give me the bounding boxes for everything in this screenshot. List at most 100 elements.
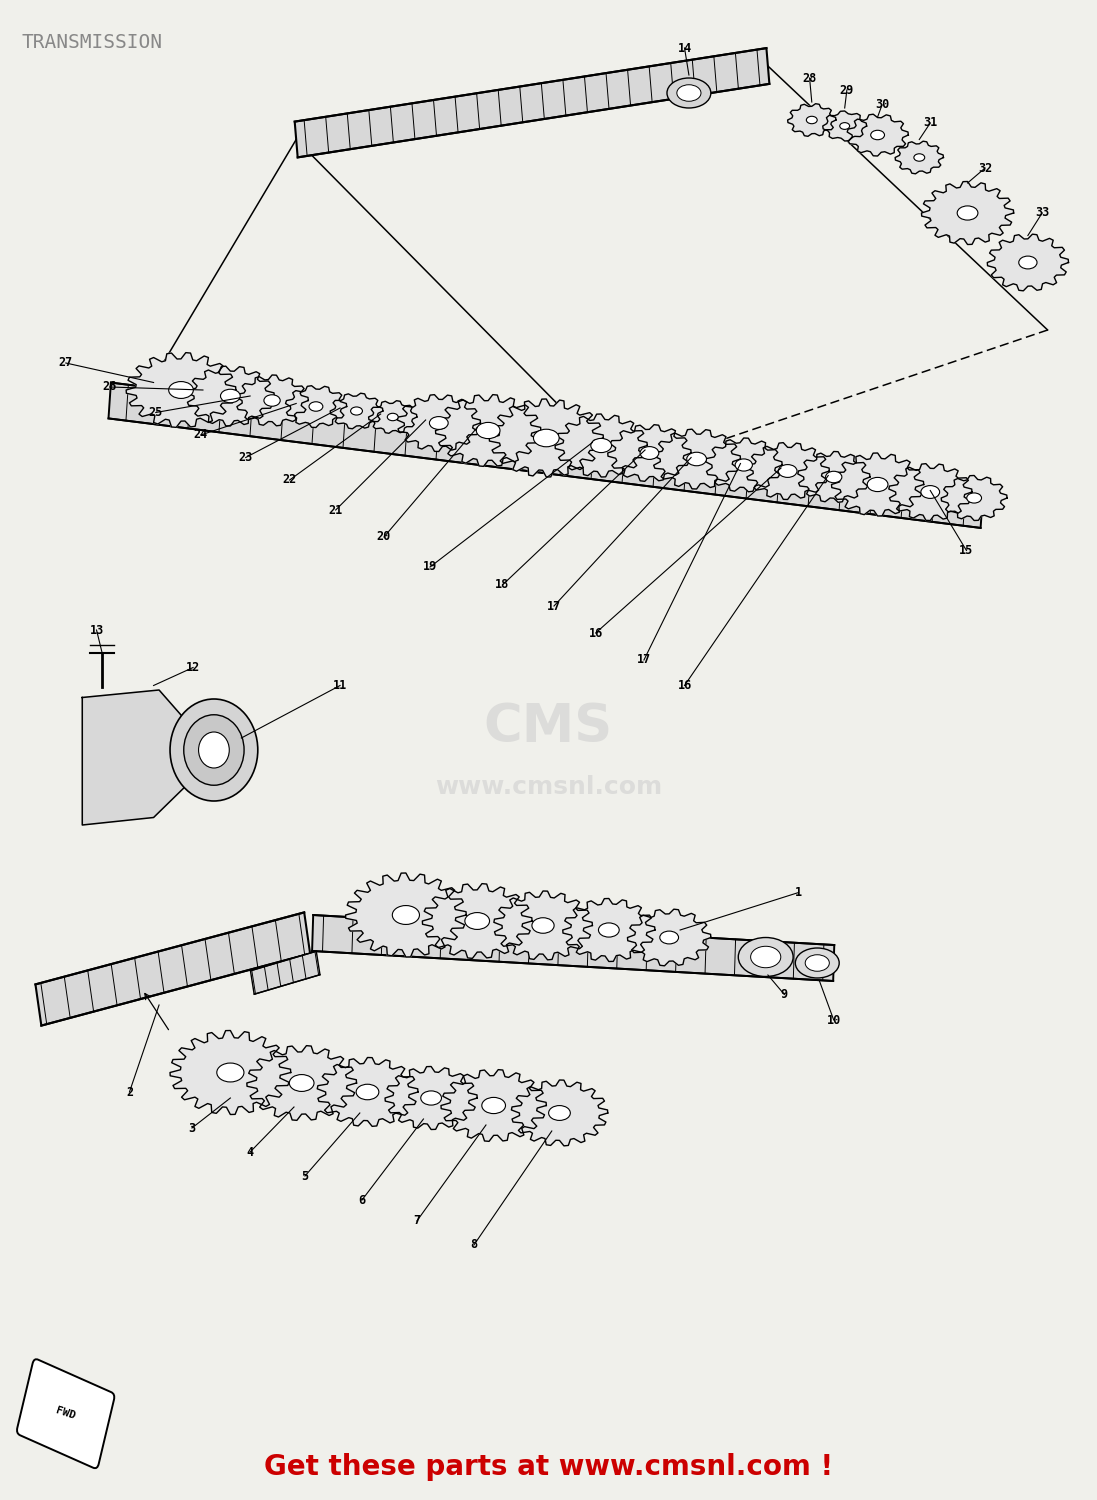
Ellipse shape (795, 948, 839, 978)
Ellipse shape (778, 465, 798, 477)
Text: FWD: FWD (55, 1406, 77, 1420)
Polygon shape (746, 442, 829, 500)
Ellipse shape (920, 486, 940, 498)
Ellipse shape (659, 932, 679, 944)
Ellipse shape (184, 716, 244, 786)
Polygon shape (346, 873, 466, 957)
Text: 5: 5 (302, 1170, 308, 1182)
Text: Get these parts at www.cmsnl.com !: Get these parts at www.cmsnl.com ! (264, 1454, 833, 1480)
Polygon shape (627, 909, 711, 966)
Text: 11: 11 (333, 680, 347, 692)
Text: 22: 22 (283, 474, 296, 486)
Text: 8: 8 (471, 1239, 477, 1251)
Ellipse shape (591, 438, 611, 453)
Ellipse shape (914, 154, 925, 160)
Polygon shape (788, 104, 836, 136)
Text: 2: 2 (126, 1086, 133, 1098)
Polygon shape (369, 400, 417, 433)
Ellipse shape (264, 394, 280, 406)
Polygon shape (250, 951, 320, 994)
Polygon shape (555, 414, 647, 477)
Text: 16: 16 (589, 627, 602, 639)
Ellipse shape (868, 477, 887, 492)
Polygon shape (921, 182, 1014, 244)
Ellipse shape (482, 1098, 506, 1113)
Ellipse shape (871, 130, 884, 140)
Text: 20: 20 (377, 531, 391, 543)
Polygon shape (385, 1066, 477, 1130)
Polygon shape (422, 884, 532, 959)
Text: 9: 9 (781, 988, 788, 1000)
Ellipse shape (387, 414, 398, 420)
Polygon shape (170, 1030, 291, 1114)
Text: 24: 24 (194, 429, 207, 441)
Text: 31: 31 (924, 117, 937, 129)
Polygon shape (705, 438, 782, 492)
Text: 6: 6 (359, 1194, 365, 1206)
Ellipse shape (687, 453, 706, 465)
Polygon shape (608, 424, 691, 482)
Polygon shape (823, 111, 867, 141)
Polygon shape (489, 399, 603, 477)
Ellipse shape (220, 390, 240, 404)
Polygon shape (82, 690, 192, 825)
Polygon shape (35, 912, 310, 1026)
Text: CMS: CMS (484, 702, 613, 753)
Text: 1: 1 (795, 886, 802, 898)
Polygon shape (941, 476, 1007, 520)
Ellipse shape (351, 406, 362, 416)
Polygon shape (511, 1080, 608, 1146)
Ellipse shape (199, 732, 229, 768)
Text: TRANSMISSION: TRANSMISSION (22, 33, 163, 53)
Polygon shape (397, 394, 480, 451)
Text: 15: 15 (960, 544, 973, 556)
Polygon shape (126, 352, 236, 428)
Text: 23: 23 (239, 452, 252, 464)
Text: 18: 18 (496, 579, 509, 591)
Polygon shape (236, 375, 308, 426)
Polygon shape (312, 915, 835, 981)
Ellipse shape (421, 1090, 441, 1106)
Polygon shape (186, 366, 274, 426)
Polygon shape (295, 48, 769, 158)
Polygon shape (247, 1046, 357, 1120)
Polygon shape (285, 386, 347, 427)
Ellipse shape (806, 117, 817, 123)
Polygon shape (889, 464, 972, 520)
Text: 29: 29 (840, 84, 853, 96)
Text: 4: 4 (247, 1146, 253, 1158)
Ellipse shape (599, 922, 619, 938)
Polygon shape (563, 898, 655, 962)
Text: 30: 30 (875, 99, 889, 111)
Ellipse shape (958, 206, 977, 220)
Polygon shape (832, 453, 924, 516)
Text: 10: 10 (827, 1014, 840, 1026)
Text: 26: 26 (103, 381, 116, 393)
Text: www.cmsnl.com: www.cmsnl.com (434, 776, 663, 800)
Ellipse shape (170, 699, 258, 801)
Ellipse shape (1019, 256, 1037, 268)
Polygon shape (330, 393, 383, 429)
Ellipse shape (738, 938, 793, 976)
Text: 12: 12 (186, 662, 200, 674)
Ellipse shape (217, 1064, 244, 1082)
Text: 27: 27 (59, 357, 72, 369)
Text: 32: 32 (979, 162, 992, 174)
Text: 13: 13 (90, 624, 103, 636)
Text: 33: 33 (1036, 207, 1049, 219)
Polygon shape (798, 452, 870, 503)
Ellipse shape (548, 1106, 570, 1120)
Polygon shape (895, 141, 943, 174)
Text: 25: 25 (149, 406, 162, 418)
Ellipse shape (840, 123, 850, 129)
Ellipse shape (357, 1084, 378, 1100)
Text: 28: 28 (803, 72, 816, 84)
Ellipse shape (750, 946, 781, 968)
Polygon shape (494, 891, 592, 960)
FancyBboxPatch shape (16, 1359, 114, 1468)
Ellipse shape (476, 423, 500, 438)
Text: 7: 7 (414, 1215, 420, 1227)
Ellipse shape (309, 402, 323, 411)
Ellipse shape (640, 447, 659, 459)
Ellipse shape (966, 494, 982, 502)
